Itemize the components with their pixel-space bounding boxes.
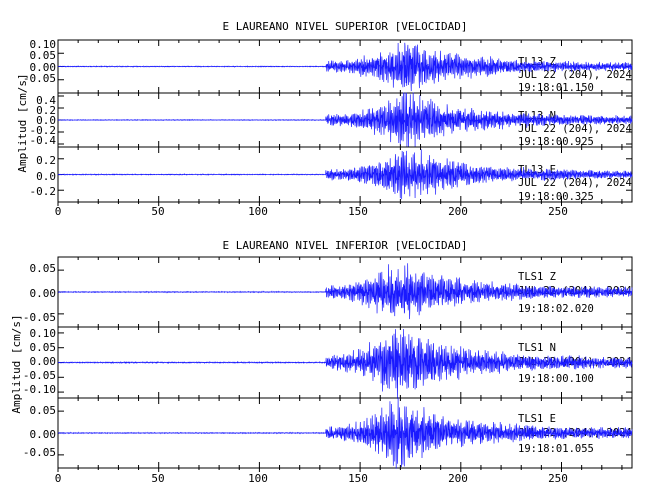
seismic-trace bbox=[57, 329, 633, 399]
y-tick-label: 0.10 bbox=[30, 327, 57, 340]
panel-tls1-n: TLS1 N JUL 22 (204), 2024 19:18:00.100 0… bbox=[23, 326, 633, 399]
date-label: JUL 22 (204), 2024 bbox=[518, 69, 632, 81]
start-time-label: 19:18:00.925 bbox=[518, 136, 594, 148]
y-tick-label: 0.00 bbox=[30, 355, 57, 368]
y-axis-label-top: Amplitud [cm/s] bbox=[16, 73, 29, 172]
chart-title-top: E LAUREANO NIVEL SUPERIOR [VELOCIDAD] bbox=[222, 20, 467, 33]
y-tick-label: 0.05 bbox=[30, 49, 57, 62]
y-tick-label: 0.0 bbox=[36, 114, 56, 127]
y-tick-label: -0.4 bbox=[30, 134, 57, 147]
station-component-label: TLS1 E bbox=[518, 413, 556, 425]
y-tick-label: 0.2 bbox=[36, 104, 56, 117]
y-tick-label: -0.05 bbox=[23, 369, 56, 382]
y-tick-label: 0.00 bbox=[30, 287, 57, 300]
x-tick-label: 0 bbox=[55, 472, 62, 485]
x-tick-label: 250 bbox=[548, 205, 568, 218]
seismic-trace bbox=[57, 92, 633, 148]
seismic-trace bbox=[57, 397, 633, 469]
y-tick-label: 0.4 bbox=[36, 94, 56, 107]
y-tick-label: -0.05 bbox=[23, 72, 56, 85]
group-bottom: E LAUREANO NIVEL INFERIOR [VELOCIDAD] Am… bbox=[10, 239, 633, 485]
x-tick-label: 50 bbox=[151, 205, 164, 218]
start-time-label: 19:18:02.020 bbox=[518, 303, 594, 315]
y-tick-label: 0.0 bbox=[36, 170, 56, 183]
y-tick-label: -0.10 bbox=[23, 383, 56, 396]
station-component-label: TLS1 Z bbox=[518, 271, 556, 283]
y-tick-label: 0.00 bbox=[30, 428, 57, 441]
start-time-label: 19:18:01.150 bbox=[518, 82, 594, 94]
x-tick-label: 150 bbox=[348, 205, 368, 218]
y-tick-label: -0.05 bbox=[23, 446, 56, 459]
x-axis-top: 0 50 100 150 200 250 bbox=[55, 202, 623, 218]
y-tick-label: 0.00 bbox=[30, 61, 57, 74]
seismic-trace bbox=[57, 42, 633, 92]
y-tick-label: 0.05 bbox=[30, 404, 57, 417]
panel-tl13-n: TL13 N JUL 22 (204), 2024 19:18:00.925 0… bbox=[30, 92, 633, 148]
x-tick-label: 150 bbox=[348, 472, 368, 485]
x-tick-label: 200 bbox=[448, 472, 468, 485]
y-tick-label: -0.05 bbox=[23, 311, 56, 324]
panel-tl13-z: TL13 Z JUL 22 (204), 2024 19:18:01.150 0… bbox=[23, 38, 633, 94]
y-tick-label: -0.2 bbox=[30, 124, 57, 137]
start-time-label: 19:18:00.100 bbox=[518, 373, 594, 385]
x-axis-bottom: 0 50 100 150 200 250 bbox=[55, 468, 623, 485]
x-tick-label: 50 bbox=[151, 472, 164, 485]
x-tick-label: 100 bbox=[248, 472, 268, 485]
y-tick-label: 0.10 bbox=[30, 38, 57, 51]
x-tick-label: 100 bbox=[248, 205, 268, 218]
y-tick-label: 0.2 bbox=[36, 154, 56, 167]
panel-tl13-e: TL13 E JUL 22 (204), 2024 19:18:00.325 0… bbox=[30, 146, 633, 203]
date-label: JUL 22 (204), 2024 bbox=[518, 177, 632, 189]
panel-tls1-z: TLS1 Z JUL 22 (204), 2024 19:18:02.020 0… bbox=[23, 256, 633, 328]
station-component-label: TLS1 N bbox=[518, 342, 556, 354]
y-tick-label: 0.05 bbox=[30, 341, 57, 354]
seismic-trace bbox=[57, 149, 633, 200]
x-tick-label: 200 bbox=[448, 205, 468, 218]
panel-tls1-e: TLS1 E JUL 22 (204), 2024 19:18:01.055 0… bbox=[23, 397, 633, 469]
y-axis-label-bottom: Amplitud [cm/s] bbox=[10, 314, 23, 413]
start-time-label: 19:18:01.055 bbox=[518, 443, 594, 455]
chart-title-bottom: E LAUREANO NIVEL INFERIOR [VELOCIDAD] bbox=[222, 239, 467, 252]
group-top: E LAUREANO NIVEL SUPERIOR [VELOCIDAD] Am… bbox=[16, 20, 633, 218]
x-tick-label: 0 bbox=[55, 205, 62, 218]
date-label: JUL 22 (204), 2024 bbox=[518, 123, 632, 135]
x-tick-label: 250 bbox=[548, 472, 568, 485]
y-tick-label: -0.2 bbox=[30, 185, 57, 198]
y-tick-label: 0.05 bbox=[30, 262, 57, 275]
start-time-label: 19:18:00.325 bbox=[518, 191, 594, 203]
seismic-trace bbox=[57, 263, 633, 320]
